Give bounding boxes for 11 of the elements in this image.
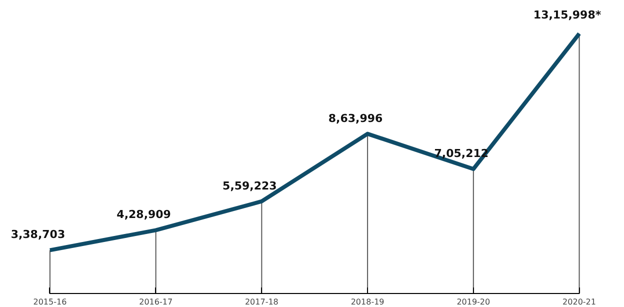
data-label: 8,63,996	[328, 112, 384, 125]
x-tick-label: 2020-21	[562, 298, 596, 306]
x-tick-label: 2015-16	[33, 298, 67, 306]
data-label: 4,28,909	[116, 208, 171, 222]
data-label: 13,15,998*	[533, 8, 602, 22]
x-tick-label: 2016-17	[139, 298, 173, 306]
x-tick-label: 2019-20	[456, 298, 490, 306]
x-tick-label: 2018-19	[350, 298, 384, 306]
x-tick-label: 2017-18	[244, 298, 278, 306]
data-label: 3,38,703	[10, 228, 66, 242]
data-label: 5,59,223	[222, 179, 277, 192]
